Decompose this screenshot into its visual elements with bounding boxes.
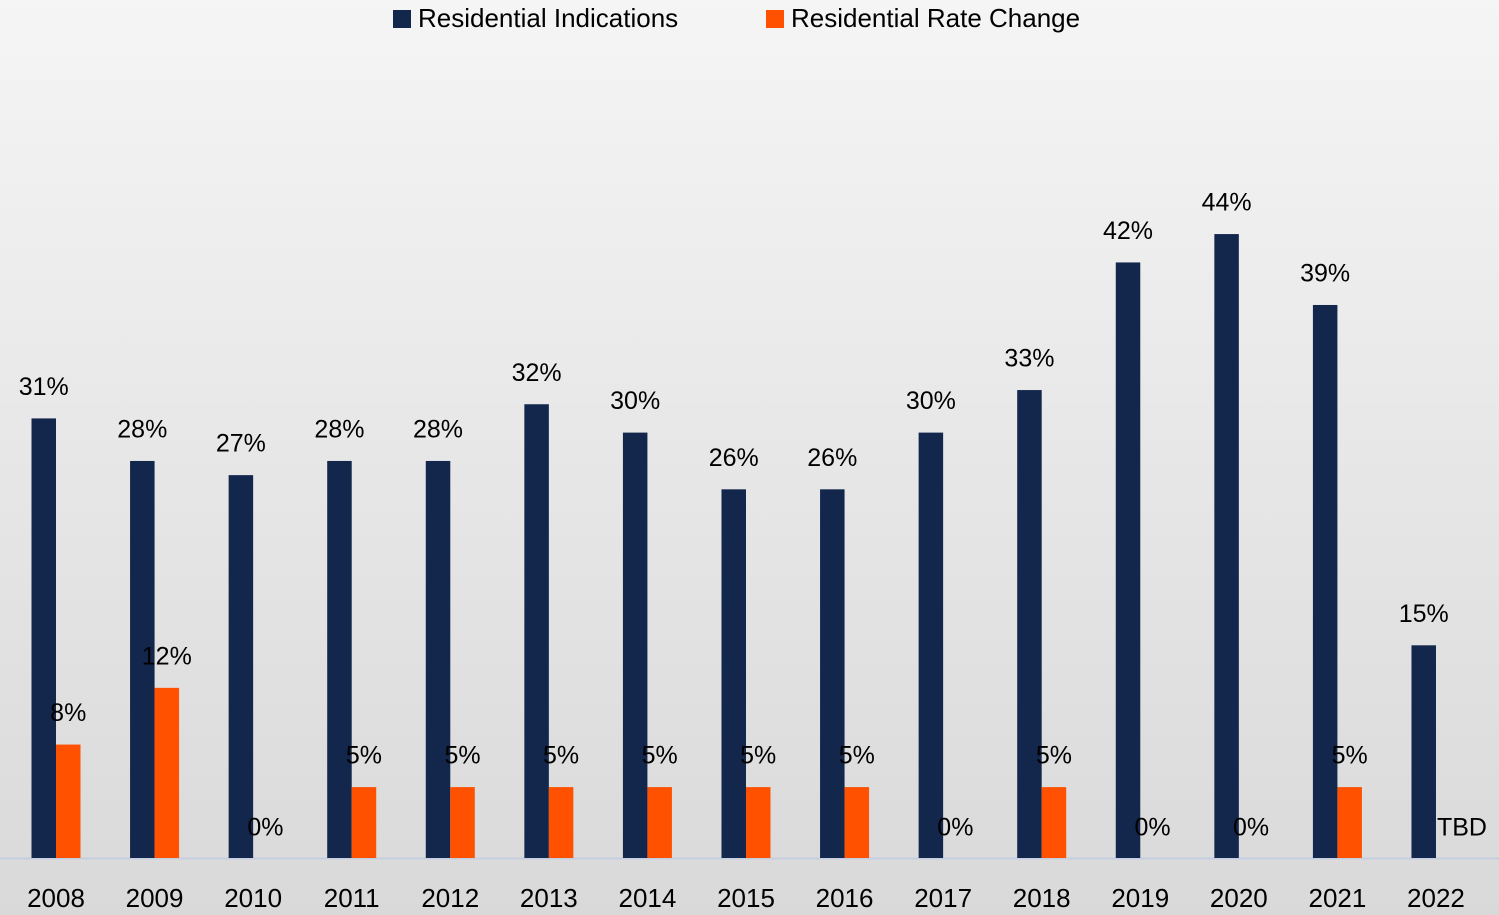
- x-tick-label: 2013: [520, 883, 578, 913]
- data-label: 5%: [1036, 742, 1072, 770]
- legend-label: Residential Rate Change: [791, 3, 1080, 33]
- data-label: 5%: [1332, 742, 1368, 770]
- bar: [1411, 645, 1436, 858]
- bar: [1337, 787, 1362, 858]
- data-label: 15%: [1399, 600, 1449, 628]
- data-label: 5%: [740, 742, 776, 770]
- data-label: 42%: [1103, 217, 1153, 245]
- data-label: 12%: [142, 642, 192, 670]
- bar: [327, 460, 352, 858]
- bar: [820, 489, 845, 858]
- bar: [425, 460, 451, 858]
- legend-swatch: [393, 10, 411, 28]
- x-tick-label: 2020: [1210, 883, 1268, 913]
- data-label: 5%: [346, 742, 382, 770]
- x-tick-label: 2012: [421, 883, 479, 913]
- data-label: 0%: [1134, 814, 1170, 842]
- data-label: 0%: [1233, 814, 1269, 842]
- x-tick-label: 2010: [224, 883, 282, 913]
- bar: [130, 460, 155, 858]
- data-label: 28%: [117, 416, 167, 444]
- legend-label: Residential Indications: [418, 3, 678, 33]
- bar: [647, 787, 672, 858]
- bar: [622, 432, 648, 858]
- bar: [918, 432, 944, 858]
- x-tick-label: 2015: [717, 883, 775, 913]
- data-label: 44%: [1202, 189, 1252, 217]
- x-tick-label: 2008: [27, 883, 85, 913]
- bar: [721, 489, 746, 858]
- data-label: 32%: [512, 359, 562, 387]
- data-label: TBD: [1437, 814, 1487, 842]
- data-label: 28%: [413, 416, 463, 444]
- data-label: 5%: [839, 742, 875, 770]
- x-tick-label: 2018: [1013, 883, 1071, 913]
- data-label: 26%: [807, 444, 857, 472]
- data-label: 30%: [610, 387, 660, 415]
- bar: [228, 475, 254, 858]
- x-tick-label: 2019: [1111, 883, 1169, 913]
- x-tick-label: 2014: [618, 883, 676, 913]
- data-label: 0%: [247, 814, 283, 842]
- bar: [844, 787, 870, 858]
- data-label: 26%: [709, 444, 759, 472]
- bar: [154, 687, 180, 858]
- bar: [351, 787, 377, 858]
- data-label: 27%: [216, 430, 266, 458]
- bar: [1312, 304, 1338, 859]
- data-label: 30%: [906, 387, 956, 415]
- bar: [745, 787, 771, 858]
- data-label: 28%: [314, 416, 364, 444]
- data-label: 5%: [642, 742, 678, 770]
- x-tick-label: 2009: [126, 883, 184, 913]
- data-label: 31%: [19, 373, 69, 401]
- x-tick-label: 2011: [324, 883, 380, 913]
- bar: [548, 787, 574, 858]
- data-label: 33%: [1004, 345, 1054, 373]
- x-tick-label: 2017: [914, 883, 972, 913]
- data-label: 5%: [444, 742, 480, 770]
- x-tick-label: 2021: [1308, 883, 1366, 913]
- bar: [1214, 234, 1239, 858]
- data-label: 0%: [937, 814, 973, 842]
- bar: [524, 404, 549, 858]
- data-label: 39%: [1300, 260, 1350, 288]
- bar: [56, 744, 81, 858]
- bar: [31, 418, 56, 858]
- data-label: 5%: [543, 742, 579, 770]
- bar: [1017, 390, 1042, 858]
- legend-swatch: [766, 10, 784, 28]
- bar: [450, 787, 475, 858]
- bar: [1115, 262, 1141, 858]
- bar: [1041, 787, 1067, 858]
- x-tick-label: 2016: [816, 883, 874, 913]
- x-tick-label: 2022: [1407, 883, 1465, 913]
- data-label: 8%: [50, 699, 86, 727]
